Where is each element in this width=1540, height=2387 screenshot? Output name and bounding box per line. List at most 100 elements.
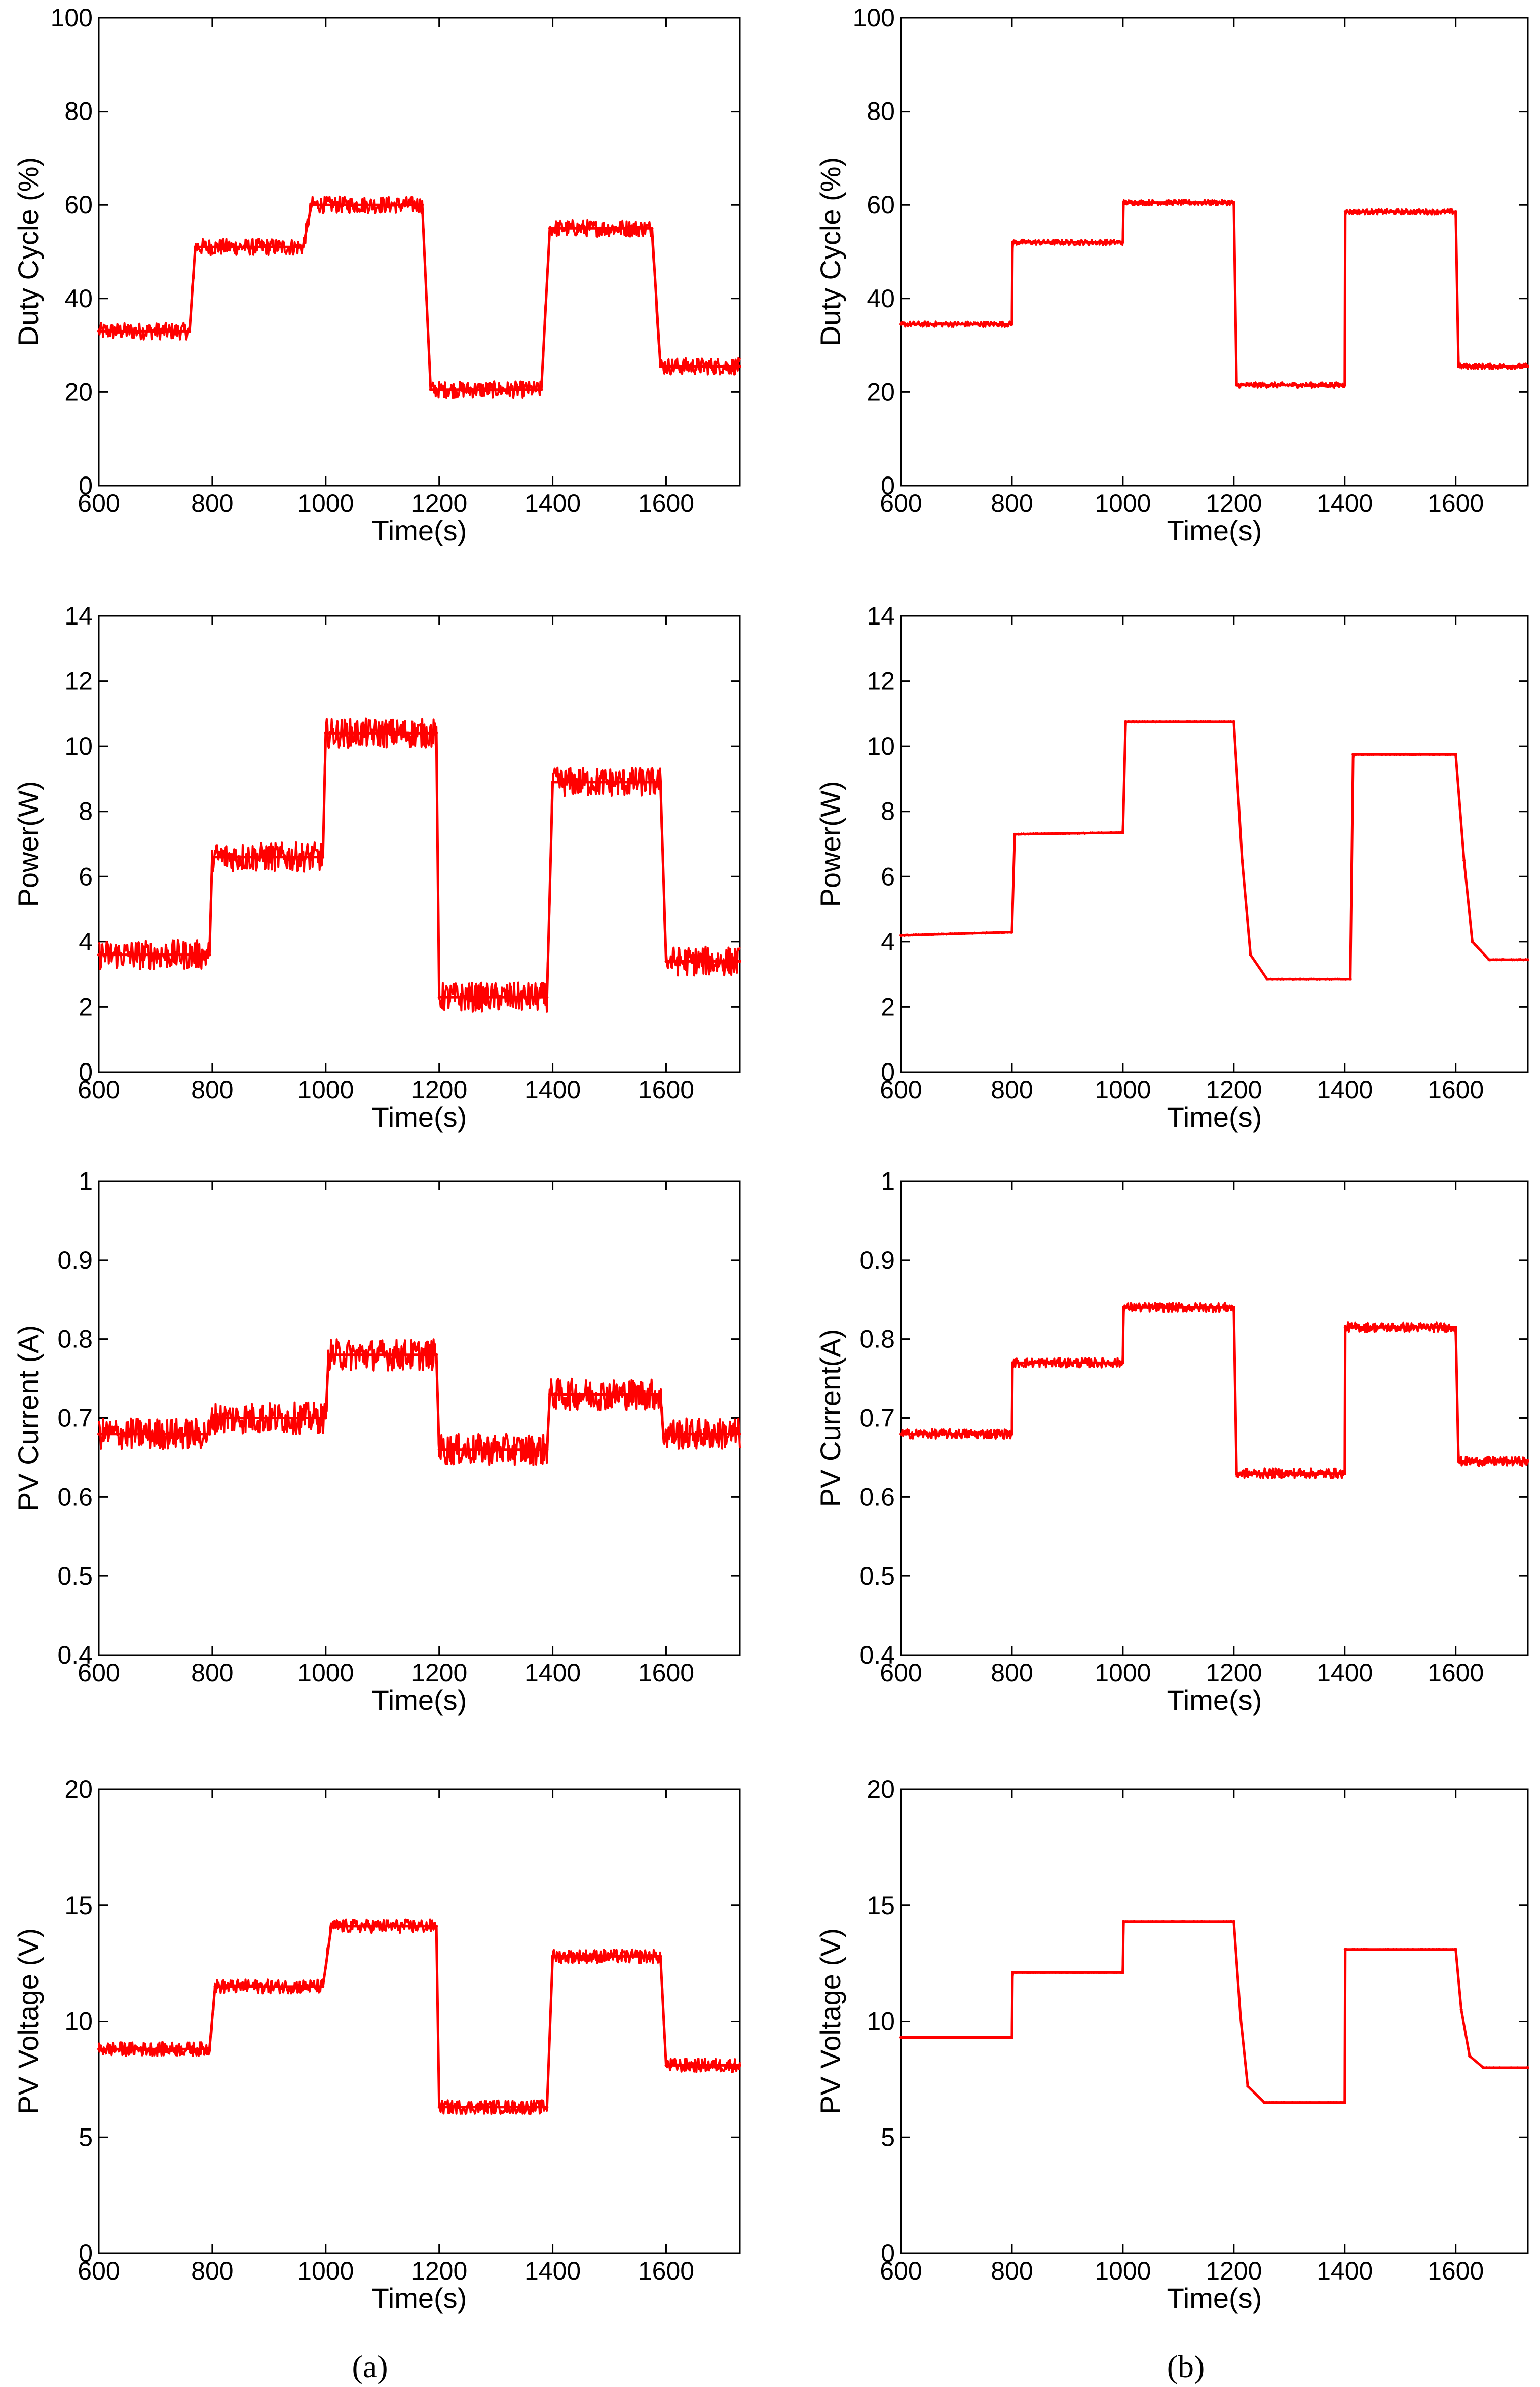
data-point [321, 1985, 325, 1988]
data-point [1121, 1971, 1124, 1974]
x-tick-label: 1000 [297, 2257, 354, 2285]
data-point [321, 855, 325, 859]
data-point [1232, 720, 1235, 723]
data-point [1343, 2101, 1346, 2104]
data-point [1241, 859, 1244, 862]
data-point [1526, 364, 1529, 368]
x-tick-label: 1600 [638, 1076, 694, 1104]
y-tick-label: 60 [867, 191, 895, 219]
x-tick-label: 800 [991, 1076, 1033, 1104]
data-point [210, 855, 214, 859]
data-point [1348, 977, 1352, 981]
data-point [1343, 1326, 1347, 1329]
y-tick-label: 20 [867, 378, 895, 406]
data-point [1454, 753, 1457, 756]
y-axis-label: PV Voltage (V) [12, 1928, 44, 2114]
data-point [1343, 383, 1346, 387]
x-tick-label: 800 [991, 489, 1033, 518]
data-point [1122, 201, 1125, 204]
y-tick-label: 15 [64, 1891, 93, 1920]
data-point [437, 2105, 441, 2109]
plot-area-a2 [98, 615, 741, 1073]
data-point [213, 1985, 217, 1988]
x-tick-label: 600 [880, 489, 922, 518]
data-point [1265, 977, 1269, 981]
y-tick-label: 0.7 [859, 1404, 895, 1433]
x-tick-label: 1400 [524, 1659, 581, 1687]
y-tick-label: 0 [79, 471, 93, 500]
x-tick-label: 800 [191, 2257, 233, 2285]
x-tick-label: 600 [78, 489, 120, 518]
data-point [659, 1392, 662, 1396]
x-tick-label: 1000 [1095, 489, 1151, 518]
y-tick-label: 0 [881, 2239, 895, 2267]
y-axis-label: Power(W) [814, 781, 846, 907]
data-point [1121, 1361, 1124, 1365]
data-point [327, 1353, 330, 1356]
data-point [545, 996, 549, 999]
y-tick-label: 6 [79, 862, 93, 891]
data-point [548, 1392, 551, 1396]
x-tick-label: 800 [991, 2257, 1033, 2285]
data-point [1459, 2008, 1463, 2011]
data-point [437, 996, 441, 999]
y-tick-label: 0.9 [859, 1246, 895, 1274]
x-tick-label: 1400 [1317, 2257, 1373, 2285]
x-axis-label: Time(s) [1167, 1101, 1262, 1133]
data-point [551, 1955, 554, 1958]
x-tick-label: 1600 [1428, 2257, 1484, 2285]
series-line-current [98, 1338, 741, 1466]
x-tick-label: 1000 [1095, 1076, 1151, 1104]
x-axis-label: Time(s) [1167, 515, 1262, 546]
x-tick-label: 1400 [524, 489, 581, 518]
data-point [1246, 2084, 1250, 2088]
data-point [324, 1416, 327, 1420]
x-axis-label: Time(s) [372, 2282, 467, 2314]
data-point [97, 2047, 100, 2051]
x-tick-label: 1600 [1428, 489, 1484, 518]
y-tick-label: 0.8 [859, 1325, 895, 1353]
y-tick-label: 4 [79, 928, 93, 956]
data-point [1010, 322, 1013, 326]
y-tick-label: 10 [64, 732, 93, 760]
series-trace-voltage [99, 1925, 740, 2109]
y-tick-label: 60 [64, 191, 93, 219]
data-point [1232, 1306, 1235, 1309]
plot-area-a1 [98, 17, 741, 487]
panel-b2: 0 2 4 6 8 10 12 14 600 800 1000 1200 1400 1600 Time(s)… [814, 602, 1529, 1133]
data-point [188, 329, 192, 333]
y-tick-label: 0 [79, 1058, 93, 1086]
data-point [1232, 201, 1235, 204]
y-tick-label: 0.5 [57, 1562, 93, 1590]
data-point [545, 2105, 549, 2109]
x-tick-label: 800 [191, 489, 233, 518]
caption-a: (a) [352, 2348, 388, 2384]
data-point [194, 245, 197, 249]
data-point [1482, 2066, 1485, 2069]
x-tick-label: 600 [78, 2257, 120, 2285]
plot-area-b1 [900, 17, 1529, 487]
data-point [97, 953, 100, 957]
y-tick-label: 40 [867, 284, 895, 313]
x-tick-label: 1600 [638, 2257, 694, 2285]
panel-b1: 0 20 40 60 80 100 600 800 1000 1200 1400 1600 Time(s… [814, 4, 1529, 546]
data-point [899, 2036, 903, 2039]
x-tick-label: 1600 [638, 489, 694, 518]
data-point [1526, 958, 1529, 962]
panel-a1: 0 20 40 60 80 100 600 800 1000 1200 1400 1600 Time(s… [12, 4, 741, 546]
y-tick-label: 10 [867, 732, 895, 760]
data-point [551, 780, 554, 784]
y-tick-label: 0 [881, 471, 895, 500]
data-point [1468, 2054, 1472, 2058]
data-point [208, 953, 211, 957]
data-point [1235, 1472, 1238, 1475]
x-axis-label: Time(s) [1167, 2282, 1262, 2314]
data-point [899, 322, 903, 326]
y-tick-label: 5 [79, 2123, 93, 2151]
series-trace-power [900, 720, 1528, 981]
x-tick-label: 1400 [1317, 1076, 1373, 1104]
data-point [1457, 1460, 1460, 1463]
data-point [1457, 364, 1460, 368]
series-line-power [98, 717, 741, 1013]
data-point [1010, 1432, 1013, 1436]
